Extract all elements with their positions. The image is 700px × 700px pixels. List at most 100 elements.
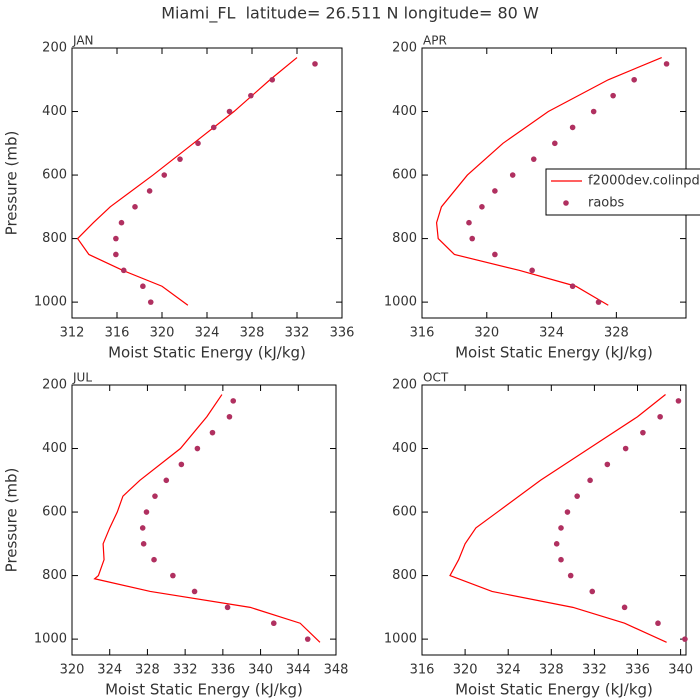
y-tick-label: 800 — [392, 231, 417, 246]
obs-point — [209, 429, 216, 436]
x-tick-label: 328 — [604, 326, 629, 341]
x-tick-label: 320 — [150, 326, 175, 341]
x-tick-label: 324 — [195, 326, 220, 341]
obs-point — [569, 124, 576, 131]
obs-point — [640, 429, 646, 436]
y-tick-label: 200 — [392, 378, 417, 393]
legend-label: f2000dev.colinpd — [588, 174, 700, 189]
y-tick-label: 400 — [392, 104, 417, 119]
y-axis-label: Pressure (mb) — [3, 468, 21, 573]
obs-point — [146, 188, 153, 194]
obs-point — [113, 235, 119, 242]
model-line — [435, 56, 662, 306]
obs-point — [479, 204, 485, 210]
obs-point — [621, 604, 628, 611]
obs-point — [567, 572, 574, 579]
obs-point — [655, 620, 661, 627]
plot-frame — [71, 47, 343, 319]
plot: JUL 200 400 600 800 1000 320 324 328 332 336 340 344… — [3, 371, 349, 699]
legend-label: raobs — [588, 196, 625, 211]
obs-point — [226, 413, 233, 420]
y-tick-label: 600 — [392, 168, 417, 183]
obs-point — [120, 267, 127, 274]
x-tick-label: 332 — [285, 326, 310, 341]
obs-point — [226, 108, 233, 115]
obs-point — [469, 235, 476, 242]
x-tick-label: 324 — [539, 326, 564, 341]
y-tick-label: 400 — [392, 441, 417, 456]
x-tick-label: 332 — [582, 663, 607, 678]
plot-frame — [421, 384, 687, 656]
obs-point — [195, 140, 201, 147]
obs-point — [663, 61, 670, 67]
obs-point — [143, 509, 150, 515]
obs-point — [230, 398, 237, 404]
obs-point — [269, 76, 276, 83]
y-tick-label: 400 — [42, 104, 67, 119]
obs-point — [170, 572, 176, 579]
obs-point — [587, 477, 593, 484]
obs-point — [248, 92, 254, 99]
y-tick-label: 200 — [42, 41, 67, 56]
obs-point — [622, 445, 629, 452]
plot: APR 200 400 600 800 1000 316 320 324 328 Moist Sta… — [384, 34, 700, 362]
obs-point — [569, 283, 576, 290]
x-axis-label: Moist Static Energy (kJ/kg) — [105, 681, 303, 699]
plot: OCT 200 400 600 800 1000 316 320 324 328 332 336 340… — [384, 371, 693, 699]
chart-title: Miami_FL latitude= 26.511 N longitude= 8… — [161, 4, 539, 24]
x-axis-label: Moist Static Energy (kJ/kg) — [455, 681, 653, 699]
y-axis-label: Pressure (mb) — [3, 131, 21, 236]
obs-point — [631, 76, 637, 83]
obs-point — [132, 204, 138, 210]
y-tick-label: 600 — [42, 505, 67, 520]
obs-point — [304, 636, 311, 642]
y-tick-label: 600 — [392, 505, 417, 520]
x-tick-label: 316 — [105, 326, 130, 341]
y-tick-label: 1000 — [384, 632, 417, 647]
x-tick-label: 324 — [496, 663, 521, 678]
plot: JAN 200 400 600 800 1000 312 316 320 324 328 332 336… — [3, 34, 355, 362]
obs-point — [509, 172, 516, 178]
x-tick-label: 336 — [210, 663, 235, 678]
x-tick-label: 324 — [97, 663, 122, 678]
obs-point — [492, 188, 498, 194]
obs-point — [595, 299, 602, 305]
obs-point — [140, 541, 147, 547]
obs-point — [552, 140, 558, 147]
y-tick-label: 1000 — [34, 295, 67, 310]
obs-point — [118, 219, 125, 226]
obs-point — [492, 251, 498, 258]
obs-point — [553, 541, 560, 547]
obs-point — [564, 509, 571, 515]
legend: f2000dev.colinpd raobs — [545, 168, 700, 216]
obs-point — [177, 156, 183, 162]
obs-point — [312, 61, 318, 67]
x-tick-label: 348 — [324, 663, 349, 678]
obs-point — [224, 604, 231, 611]
obs-point — [210, 124, 217, 131]
y-tick-label: 600 — [42, 168, 67, 183]
y-tick-label: 800 — [42, 231, 67, 246]
x-tick-label: 332 — [173, 663, 198, 678]
x-tick-label: 320 — [453, 663, 478, 678]
legend-swatch — [563, 200, 569, 206]
x-tick-label: 312 — [60, 326, 85, 341]
model-line — [76, 57, 298, 306]
x-tick-label: 336 — [330, 326, 355, 341]
obs-point — [151, 556, 157, 563]
y-tick-label: 200 — [42, 378, 67, 393]
model-line — [449, 394, 667, 643]
obs-point — [113, 251, 119, 258]
obs-point — [529, 267, 535, 274]
x-tick-label: 320 — [474, 326, 499, 341]
obs-point — [139, 525, 146, 531]
obs-point — [140, 283, 146, 290]
obs-point — [466, 219, 472, 226]
obs-point — [558, 556, 564, 563]
obs-point — [163, 477, 170, 484]
y-tick-label: 800 — [392, 568, 417, 583]
x-tick-label: 316 — [410, 326, 435, 341]
obs-point — [152, 493, 158, 499]
obs-point — [161, 172, 168, 178]
x-axis-label: Moist Static Energy (kJ/kg) — [455, 344, 653, 362]
